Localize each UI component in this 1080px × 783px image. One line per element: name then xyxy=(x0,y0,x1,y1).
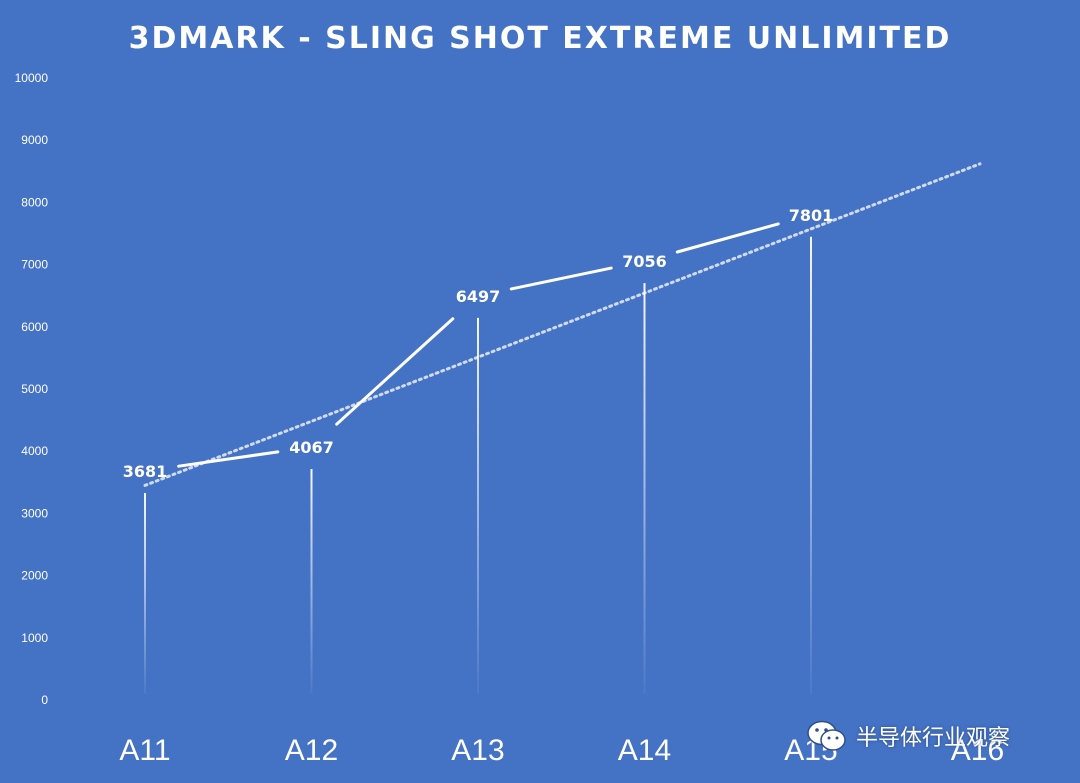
x-axis-ticks: A11 A12 A13 A14 A15 A16 xyxy=(119,734,1004,767)
trendline xyxy=(143,162,982,487)
series-line-segment xyxy=(675,222,780,254)
drop-line xyxy=(477,317,479,694)
chart-title: 3DMARK - SLING SHOT EXTREME UNLIMITED xyxy=(129,21,952,56)
watermark-text: 半导体行业观察 xyxy=(856,726,1011,751)
y-tick-label: 5000 xyxy=(21,382,48,396)
y-tick-label: 7000 xyxy=(21,258,48,272)
data-labels: 3681 4067 6497 7056 7801 xyxy=(123,206,834,481)
x-tick-label: A16 xyxy=(951,734,1004,767)
y-tick-label: 1000 xyxy=(21,631,48,645)
data-label: 7056 xyxy=(622,252,667,271)
series-line-segment xyxy=(177,450,280,468)
data-label: 7801 xyxy=(789,206,834,225)
drop-line xyxy=(310,469,313,694)
y-tick-label: 9000 xyxy=(21,133,48,147)
x-tick-label: A11 xyxy=(119,734,170,767)
data-label: 3681 xyxy=(123,462,168,481)
y-tick-label: 3000 xyxy=(21,506,48,520)
y-tick-label: 4000 xyxy=(21,444,48,458)
x-tick-label: A13 xyxy=(451,734,504,767)
wechat-icon xyxy=(807,720,846,751)
drop-lines xyxy=(144,236,812,694)
y-tick-label: 10000 xyxy=(15,71,49,85)
y-axis-ticks: 0 1000 2000 3000 4000 5000 6000 7000 8000 9000 100… xyxy=(15,71,49,707)
y-tick-label: 6000 xyxy=(21,320,48,334)
drop-line xyxy=(810,236,812,694)
trendline-group xyxy=(143,162,982,487)
data-label: 4067 xyxy=(289,438,334,457)
series-line-segment xyxy=(335,317,455,426)
x-tick-label: A14 xyxy=(618,734,671,767)
data-label: 6497 xyxy=(456,287,501,306)
series-line-segment xyxy=(509,266,613,291)
drop-line xyxy=(643,283,646,694)
y-tick-label: 8000 xyxy=(21,195,48,209)
watermark: 半导体行业观察 xyxy=(806,712,1010,760)
y-tick-label: 2000 xyxy=(21,569,48,583)
y-tick-label: 0 xyxy=(41,693,48,707)
series-line-group xyxy=(177,222,780,468)
drop-line xyxy=(144,493,146,694)
x-tick-label: A12 xyxy=(285,734,338,767)
